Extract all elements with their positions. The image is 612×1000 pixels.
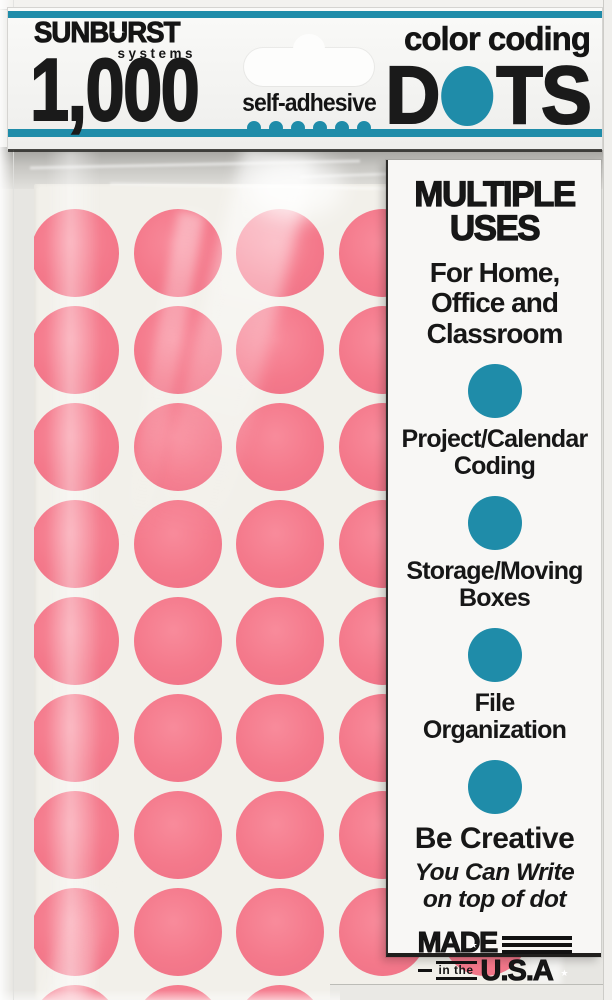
made-in-usa-logo: MADE in the U.S.A ★ ★ xyxy=(417,926,572,987)
creative-note: You Can Write on top of dot xyxy=(388,858,601,914)
sticker-dot xyxy=(236,597,324,685)
sticker-dot xyxy=(34,209,119,297)
use-line: Project/Calendar xyxy=(401,424,589,453)
teal-mini-dot xyxy=(357,121,371,135)
panel-heading-line1: MULTIPLE xyxy=(414,175,577,214)
brand-block: SUNBURST ✦ systems xyxy=(34,17,196,62)
subtitle-line: Office and xyxy=(431,287,559,319)
use-line: Organization xyxy=(422,716,567,745)
count-text: 1,000 xyxy=(29,40,200,139)
sticker-dot xyxy=(236,403,324,491)
flag-stripe xyxy=(417,969,432,973)
teal-dot-icon xyxy=(467,627,522,682)
teal-dot-icon xyxy=(467,363,522,418)
sticker-dot xyxy=(133,306,222,394)
teal-stripe-top xyxy=(8,11,602,18)
creative-title: Be Creative xyxy=(414,821,575,855)
hang-hole xyxy=(244,34,374,86)
creative-note-line: You Can Write xyxy=(414,858,575,886)
creative-note-line: on top of dot xyxy=(422,885,567,913)
bag-bottom-edge xyxy=(330,984,612,1000)
self-adhesive-text: self-adhesive xyxy=(242,89,377,117)
sticker-dot xyxy=(133,209,222,297)
subtitle-line: Classroom xyxy=(426,317,564,349)
use-line: Storage/Moving xyxy=(406,556,583,585)
sticker-dot xyxy=(34,306,119,394)
bag-bottom-glow xyxy=(0,990,340,1000)
teal-dots-row xyxy=(230,121,388,135)
teal-mini-dot xyxy=(335,121,349,135)
sticker-dot xyxy=(34,791,119,879)
star-icon: ★ xyxy=(469,939,478,950)
teal-mini-dot xyxy=(291,121,305,135)
dots-letters-ts: TS xyxy=(495,50,592,141)
sticker-dot xyxy=(236,209,324,297)
panel-subtitle: For Home, Office and Classroom xyxy=(388,257,601,349)
sticker-dot xyxy=(34,694,119,782)
sticker-dot xyxy=(236,500,324,588)
sticker-dot xyxy=(236,306,324,394)
brand-name: SUNBURST xyxy=(34,17,181,50)
made-text: MADE xyxy=(417,926,499,959)
info-panel: MULTIPLE USES For Home, Office and Class… xyxy=(386,160,601,986)
sticker-dot xyxy=(236,888,324,976)
brand-subtitle: systems xyxy=(117,46,196,61)
bag-right-edge xyxy=(603,0,612,1000)
use-label: Project/Calendar Coding xyxy=(388,424,601,481)
dots-letter-d: D xyxy=(384,50,441,141)
panel-heading: MULTIPLE USES xyxy=(388,175,601,248)
hang-hole-bump xyxy=(293,34,325,64)
sticker-dot xyxy=(34,500,119,588)
subtitle-line: For Home, xyxy=(429,257,560,289)
in-the-text: in the xyxy=(435,960,477,981)
sticker-dot xyxy=(133,791,222,879)
sticker-dot xyxy=(133,888,222,976)
dot-o-icon xyxy=(441,65,494,126)
use-label: Storage/Moving Boxes xyxy=(388,556,601,613)
dots-wordmark: D TS xyxy=(384,50,592,141)
header-center: self-adhesive xyxy=(230,34,388,135)
sticker-dot xyxy=(133,694,222,782)
teal-dot-icon xyxy=(467,495,522,550)
teal-mini-dot xyxy=(247,121,261,135)
sticker-dot xyxy=(34,888,119,976)
sticker-dot xyxy=(133,500,222,588)
panel-heading-line2: USES xyxy=(449,208,541,248)
bag-left-edge xyxy=(0,0,14,1000)
teal-mini-dot xyxy=(313,121,327,135)
use-label: File Organization xyxy=(388,688,601,745)
sticker-dot xyxy=(236,791,324,879)
sticker-dot xyxy=(34,403,119,491)
teal-dot-icon xyxy=(467,759,522,814)
star-icon: ★ xyxy=(560,967,569,978)
use-line: Coding xyxy=(453,452,536,481)
use-line: File xyxy=(474,688,516,717)
sticker-dot xyxy=(34,597,119,685)
usa-text: U.S.A xyxy=(480,954,554,987)
header-label: SUNBURST ✦ systems 1,000 self-adhesive c… xyxy=(8,8,602,149)
sticker-dot xyxy=(133,403,222,491)
sticker-dot xyxy=(236,694,324,782)
teal-mini-dot xyxy=(269,121,283,135)
use-line: Boxes xyxy=(458,584,531,613)
sticker-dot xyxy=(133,597,222,685)
flag-stripes xyxy=(501,935,572,956)
starburst-icon: ✦ xyxy=(110,23,126,44)
tagline-text: color coding xyxy=(404,20,592,58)
teal-stripe-bottom xyxy=(8,129,602,137)
header-right: color coding D TS xyxy=(370,20,592,141)
